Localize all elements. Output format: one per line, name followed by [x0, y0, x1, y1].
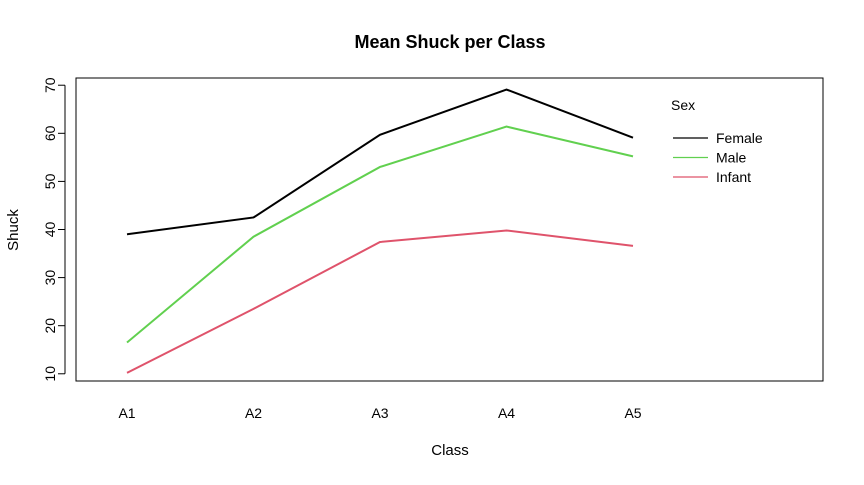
y-tick-label: 30 [42, 270, 58, 286]
x-tick-label: A1 [118, 405, 135, 421]
series-line-female [126, 88, 634, 236]
legend: Sex Female Male Infant [671, 97, 763, 185]
y-tick-label: 60 [42, 125, 58, 141]
y-tick-label: 50 [42, 173, 58, 189]
y-axis-label: Shuck [5, 209, 22, 251]
series-line-infant [126, 229, 634, 374]
chart-title: Mean Shuck per Class [354, 32, 545, 52]
x-tick-label: A3 [371, 405, 388, 421]
series-lines [126, 88, 634, 374]
legend-items: Female Male Infant [673, 130, 763, 185]
legend-label-female: Female [716, 130, 763, 146]
y-tick-label: 20 [42, 318, 58, 334]
y-tick-label: 10 [42, 366, 58, 382]
x-axis-labels: A1 A2 A3 A4 A5 [118, 405, 641, 421]
y-axis: 10 20 30 40 50 60 70 [42, 77, 66, 382]
y-tick-label: 70 [42, 77, 58, 93]
series-line-male [126, 125, 634, 344]
plot-area-frame [75, 77, 824, 382]
legend-label-infant: Infant [716, 169, 751, 185]
x-tick-label: A5 [624, 405, 641, 421]
legend-label-male: Male [716, 150, 747, 166]
legend-title: Sex [671, 97, 695, 113]
y-tick-label: 40 [42, 222, 58, 238]
x-tick-label: A2 [245, 405, 262, 421]
x-axis-label: Class [431, 442, 469, 459]
x-tick-label: A4 [498, 405, 515, 421]
